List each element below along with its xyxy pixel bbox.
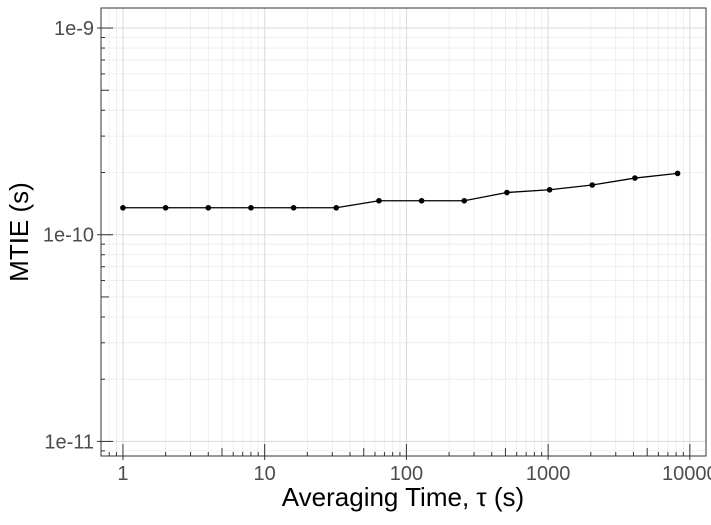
y-tick-label: 1e-11 — [44, 431, 94, 453]
panel-background — [101, 8, 706, 456]
x-axis-title: Averaging Time, τ (s) — [282, 482, 524, 512]
x-tick-label: 1000 — [526, 463, 571, 485]
data-point — [418, 197, 425, 204]
x-tick-label: 100 — [390, 463, 423, 485]
x-axis: 1 10 100 1000 10000 — [100, 444, 711, 485]
x-tick-label: 10000 — [662, 463, 711, 485]
y-tick-label: 1e-10 — [43, 225, 94, 247]
data-point — [162, 204, 169, 211]
x-tick-label: 10 — [254, 463, 276, 485]
data-point — [504, 189, 510, 196]
y-axis-title: MTIE (s) — [4, 182, 34, 282]
y-axis: 1e-11 1e-10 1e-9 — [43, 18, 113, 453]
series-layer — [120, 170, 681, 211]
grid-minor — [100, 8, 706, 456]
data-point — [376, 197, 382, 204]
data-point — [333, 204, 340, 211]
x-tick-label: 1 — [117, 463, 128, 485]
data-point — [205, 204, 212, 211]
data-point — [632, 175, 638, 181]
data-point — [248, 204, 254, 211]
data-point — [674, 170, 681, 177]
grid-major — [101, 8, 706, 456]
data-point — [290, 204, 297, 211]
panel-border — [100, 7, 707, 457]
data-point — [546, 186, 553, 193]
data-point — [589, 182, 596, 188]
series-line — [122, 172, 678, 209]
y-tick-label: 1e-9 — [54, 18, 94, 40]
data-point — [120, 204, 126, 211]
data-point — [461, 197, 468, 204]
